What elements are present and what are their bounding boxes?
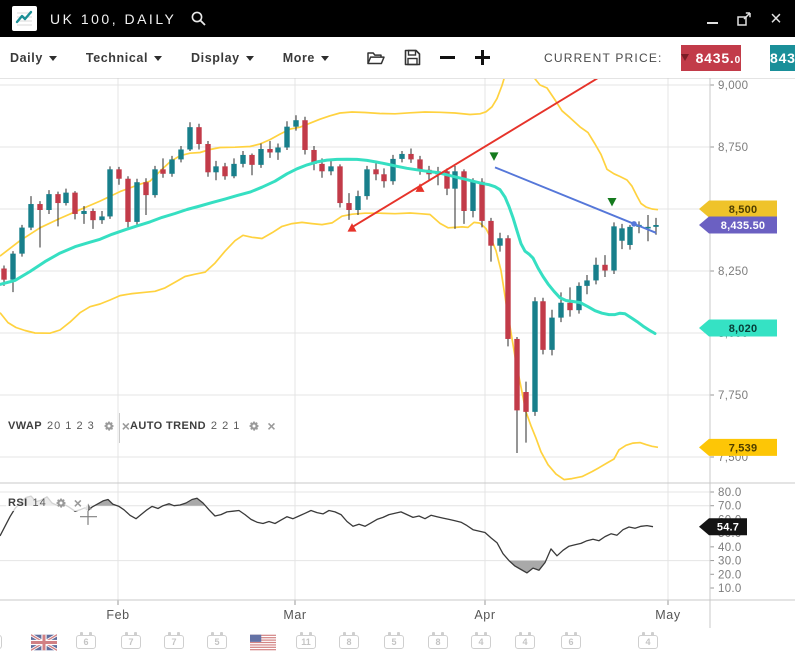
- chevron-down-icon: [48, 56, 57, 61]
- calendar-event-icon[interactable]: 4: [468, 632, 494, 651]
- calendar-event-icon[interactable]: 1: [0, 633, 5, 651]
- rsi-threshold-fill: [509, 560, 546, 573]
- indicator-label-divider: [119, 413, 120, 443]
- current-price-label: CURRENT PRICE:: [543, 50, 663, 65]
- svg-text:40.0: 40.0: [718, 542, 742, 554]
- chart-title: UK 100, DAILY: [50, 10, 177, 27]
- vwap-line: [0, 157, 657, 335]
- price-tag: [699, 216, 777, 234]
- svg-text:Apr: Apr: [474, 608, 495, 622]
- svg-text:30.0: 30.0: [718, 556, 742, 568]
- svg-text:8,500: 8,500: [729, 204, 758, 216]
- indicator-label-vwap: VWAP 20 1 2 3 ×: [8, 418, 130, 434]
- rsi-threshold-fill: [174, 498, 206, 506]
- rsi-pane[interactable]: [0, 495, 654, 574]
- svg-text:8,250: 8,250: [718, 266, 748, 278]
- svg-text:7,750: 7,750: [718, 390, 748, 402]
- svg-text:20.0: 20.0: [718, 569, 742, 581]
- price-chart-svg[interactable]: 9,0008,7508,5008,2508,0007,7507,500FebMa…: [0, 78, 795, 628]
- svg-text:10.0: 10.0: [718, 583, 742, 595]
- svg-text:8,435.50: 8,435.50: [721, 220, 765, 232]
- app-logo-icon: [12, 6, 37, 31]
- buy-price-button[interactable]: 8436.0: [769, 44, 795, 71]
- calendar-event-icon[interactable]: 5: [204, 632, 230, 651]
- menu-more[interactable]: More: [283, 51, 329, 65]
- indicator-label-autotrend: AUTO TREND 2 2 1 ×: [130, 418, 276, 434]
- save-icon[interactable]: [404, 49, 421, 66]
- svg-text:70.0: 70.0: [718, 501, 742, 513]
- downtrend-line: [494, 166, 657, 234]
- menu-display[interactable]: Display: [191, 51, 254, 65]
- gridlines: 9,0008,7508,5008,2508,0007,7507,500FebMa…: [0, 78, 748, 622]
- sell-price-value: 8435.0: [695, 49, 741, 66]
- calendar-event-icon[interactable]: 5: [381, 632, 407, 651]
- svg-text:54.7: 54.7: [717, 522, 739, 534]
- gear-icon[interactable]: [55, 497, 67, 509]
- minimize-button[interactable]: [703, 10, 721, 28]
- open-folder-icon[interactable]: [366, 50, 385, 66]
- svg-text:Mar: Mar: [283, 608, 306, 622]
- price-down-arrow-icon: [680, 54, 689, 61]
- svg-text:7,539: 7,539: [729, 442, 758, 454]
- economic-calendar-strip: 16775118584464: [0, 628, 795, 656]
- svg-text:Feb: Feb: [106, 608, 129, 622]
- zoom-out-button[interactable]: [439, 56, 455, 59]
- search-icon[interactable]: [190, 10, 207, 27]
- svg-text:8,020: 8,020: [729, 323, 758, 335]
- price-tag: [699, 200, 777, 218]
- uk-flag-icon[interactable]: [31, 633, 57, 651]
- title-bar: UK 100, DAILY ×: [0, 0, 795, 37]
- calendar-event-icon[interactable]: 8: [336, 632, 362, 651]
- menu-daily[interactable]: Daily: [10, 51, 57, 65]
- rsi-threshold-fill: [94, 499, 117, 506]
- calendar-event-icon[interactable]: 11: [293, 632, 319, 651]
- sell-price-button[interactable]: 8435.0: [680, 44, 741, 71]
- indicator-label-rsi: RSI 14 ×: [6, 495, 88, 511]
- chevron-down-icon: [154, 56, 163, 61]
- calendar-event-icon[interactable]: 6: [73, 632, 99, 651]
- chevron-down-icon: [320, 56, 329, 61]
- svg-text:9,000: 9,000: [718, 80, 748, 92]
- buy-signal-marker: [415, 183, 425, 192]
- calendar-event-icon[interactable]: 6: [558, 632, 584, 651]
- menu-technical[interactable]: Technical: [86, 51, 163, 65]
- sell-signal-marker: [607, 198, 617, 207]
- us-flag-icon[interactable]: [250, 633, 276, 651]
- remove-indicator-icon[interactable]: ×: [121, 418, 130, 434]
- rsi-value-tag: [699, 518, 747, 536]
- calendar-event-icon[interactable]: 7: [161, 632, 187, 651]
- main-price-pane[interactable]: [0, 78, 659, 481]
- calendar-event-icon[interactable]: 8: [425, 632, 451, 651]
- close-button[interactable]: ×: [770, 7, 782, 30]
- buy-signal-marker: [347, 223, 357, 232]
- price-tag: [699, 438, 777, 456]
- candles-layer: [1, 115, 659, 454]
- gear-icon[interactable]: [248, 420, 260, 432]
- svg-text:May: May: [655, 608, 681, 622]
- calendar-event-icon[interactable]: 4: [635, 632, 661, 651]
- uptrend-line: [350, 79, 599, 229]
- rsi-line: [0, 495, 654, 574]
- zoom-in-button[interactable]: [474, 49, 491, 66]
- svg-text:8,750: 8,750: [718, 142, 748, 154]
- popout-window-button[interactable]: [735, 10, 753, 28]
- remove-indicator-icon[interactable]: ×: [267, 418, 276, 434]
- svg-text:80.0: 80.0: [718, 487, 742, 499]
- remove-indicator-icon[interactable]: ×: [73, 495, 82, 511]
- sell-signal-marker: [489, 152, 499, 161]
- price-tag: [699, 319, 777, 337]
- chevron-down-icon: [245, 56, 254, 61]
- calendar-event-icon[interactable]: 7: [118, 632, 144, 651]
- calendar-event-icon[interactable]: 4: [512, 632, 538, 651]
- gear-icon[interactable]: [103, 420, 115, 432]
- buy-price-value: 8436.0: [769, 49, 795, 66]
- band-lower-line: [0, 212, 659, 481]
- toolbar: Daily Technical Display More CURRENT PRI…: [0, 37, 795, 78]
- chart-area[interactable]: 9,0008,7508,5008,2508,0007,7507,500FebMa…: [0, 78, 795, 656]
